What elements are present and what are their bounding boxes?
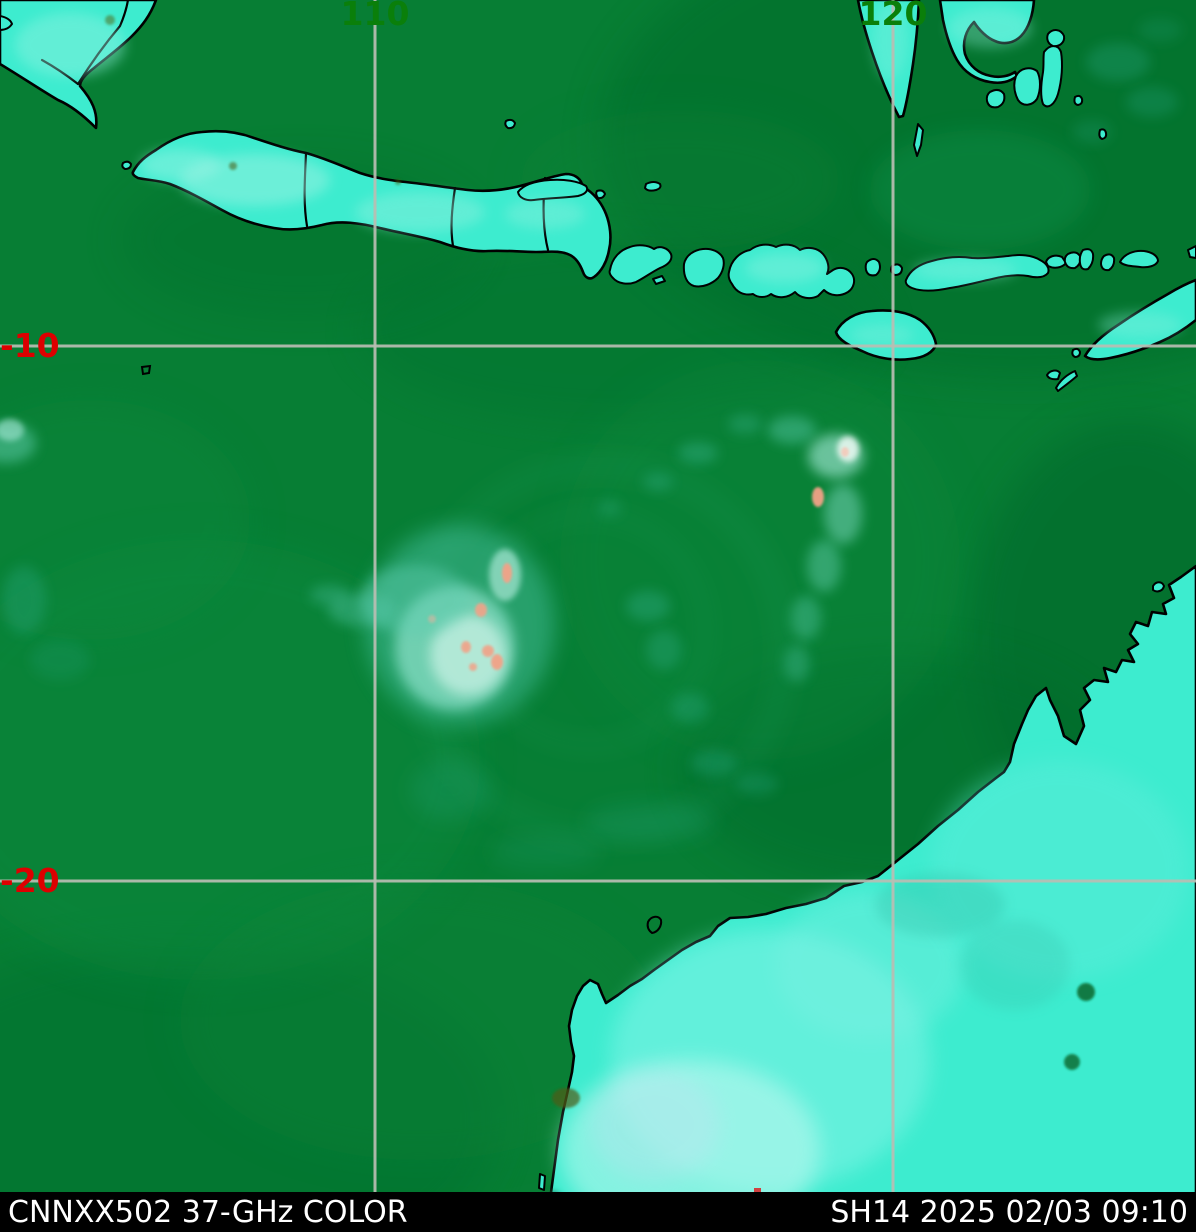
- longitude-label-110: 110: [340, 0, 410, 33]
- lombok-island: [682, 247, 725, 288]
- latitude-label-20s: -20: [0, 860, 60, 900]
- alor-island: [1119, 249, 1159, 269]
- edge-artifact: [754, 1188, 761, 1192]
- muna-island: [1013, 67, 1041, 106]
- storm-datetime-label: SH14 2025 02/03 09:10: [830, 1194, 1188, 1230]
- product-id-label: CNNXX502 37-GHz COLOR: [8, 1194, 408, 1230]
- latitude-longitude-gridlines: [0, 0, 1196, 1192]
- longitude-label-120: 120: [858, 0, 928, 33]
- christmas-island: [140, 364, 152, 376]
- bali-island: [608, 244, 673, 285]
- buton-island: [1040, 45, 1063, 108]
- coastal-islet: [646, 915, 663, 935]
- convective-hot-spots: [428, 447, 849, 671]
- selayar-island: [913, 123, 924, 157]
- land-interior-shading: [15, 0, 1190, 1192]
- footer-annotation-bar: CNNXX502 37-GHz COLOR SH14 2025 02/03 09…: [0, 1192, 1196, 1232]
- latitude-label-10s: -10: [0, 325, 60, 365]
- rote-island: [1055, 370, 1078, 392]
- map-canvas: [0, 0, 1196, 1192]
- cyclone-cloud-field: [0, 18, 1182, 869]
